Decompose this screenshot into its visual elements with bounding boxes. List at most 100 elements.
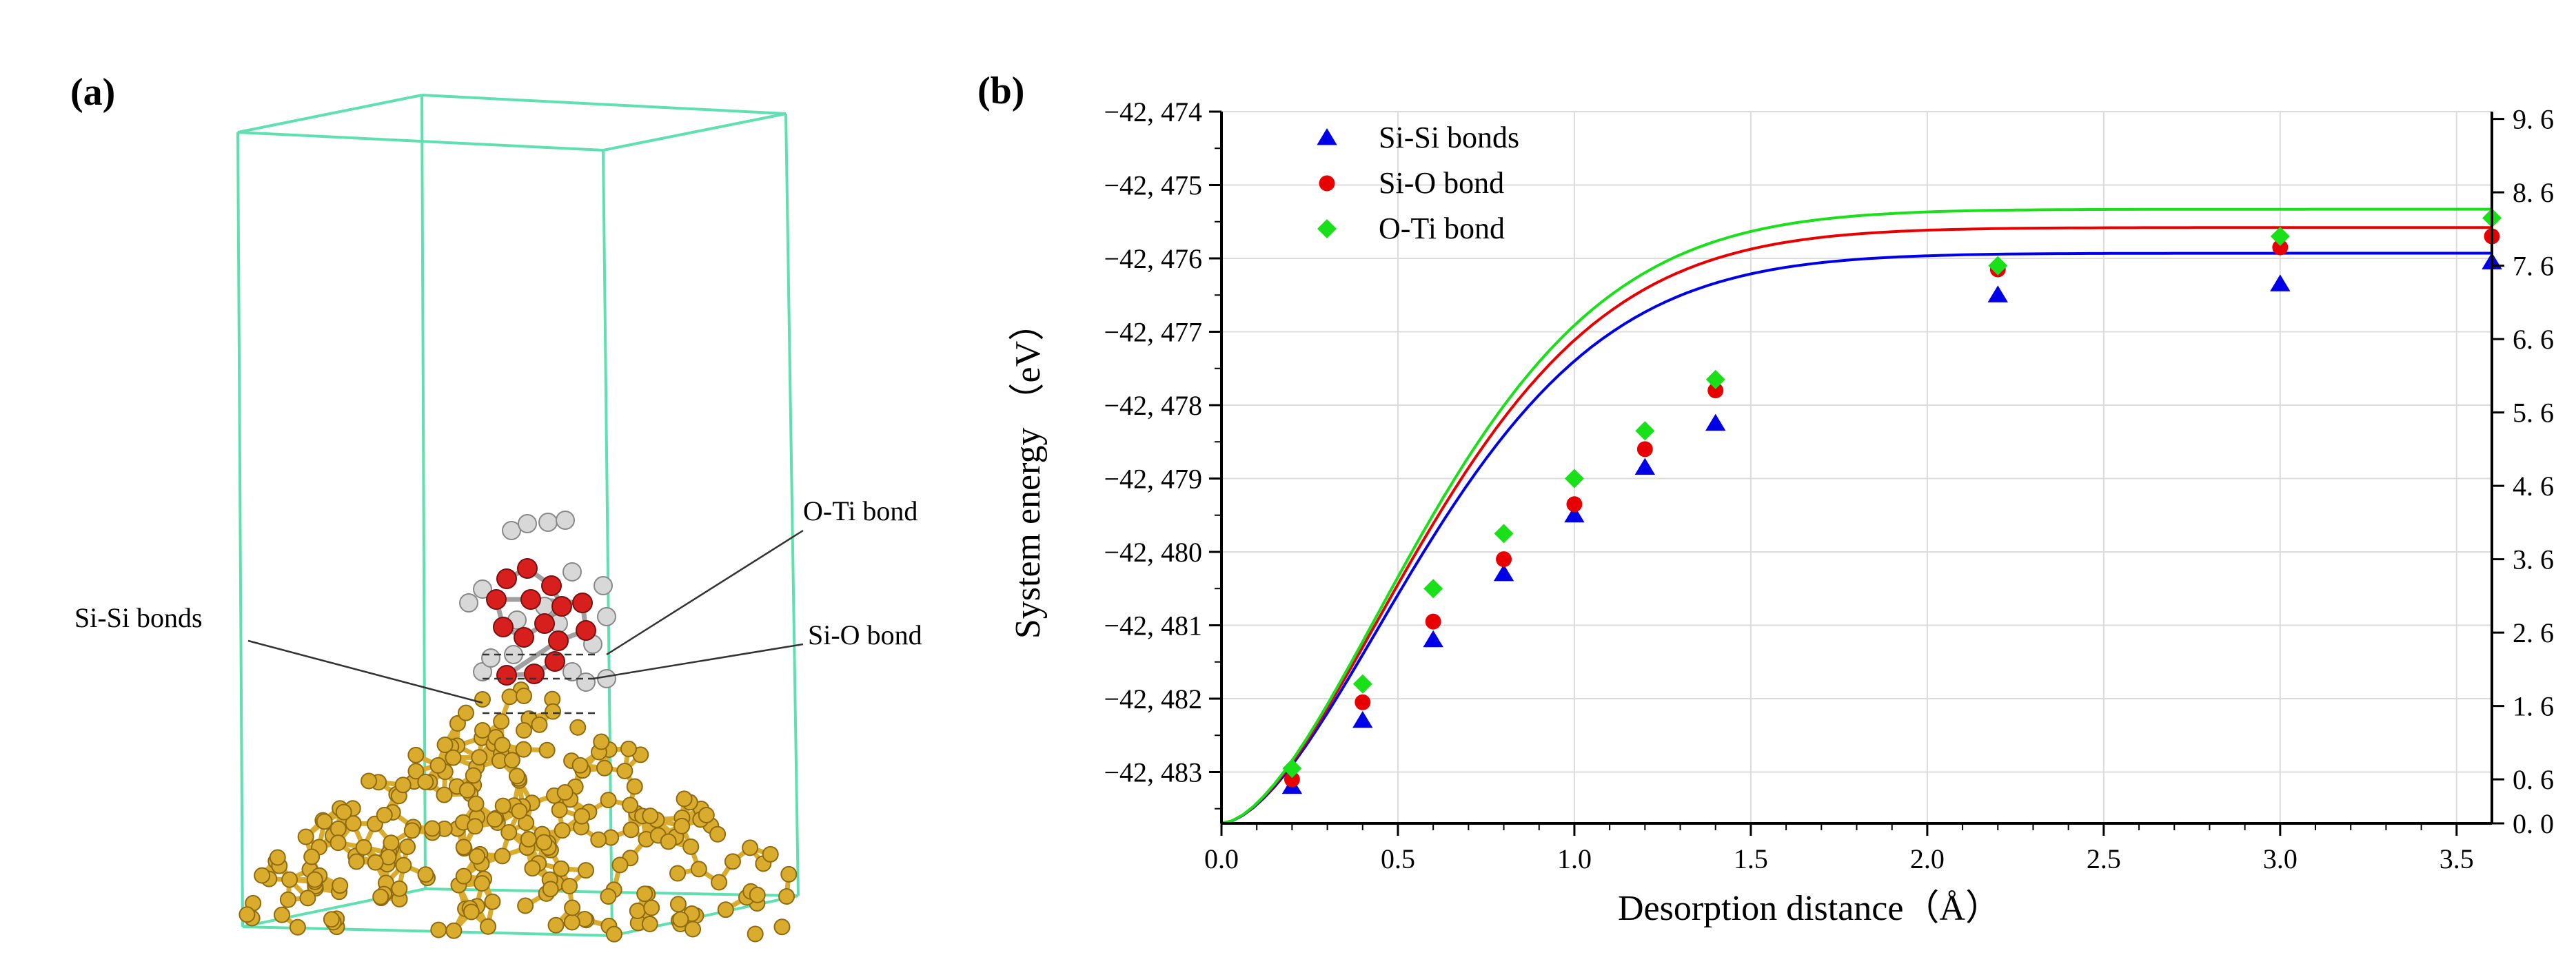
gold-atom bbox=[516, 722, 532, 739]
adsorbed-molecule bbox=[459, 511, 616, 692]
gold-atom bbox=[642, 808, 659, 825]
gold-atom bbox=[316, 813, 333, 830]
gold-atom bbox=[773, 918, 791, 936]
gold-atom bbox=[480, 918, 497, 935]
panel-b-label: (b) bbox=[977, 70, 1024, 112]
box-edge bbox=[784, 113, 800, 896]
data-point-si-si-bonds bbox=[1564, 505, 1585, 523]
gold-atom bbox=[574, 808, 591, 825]
x-tick-label: 2.5 bbox=[2087, 843, 2121, 874]
data-point-si-si-bonds bbox=[1352, 710, 1373, 728]
oxygen-atom bbox=[496, 665, 517, 686]
gold-atom bbox=[273, 906, 290, 923]
gold-atom bbox=[355, 839, 372, 856]
gold-atom bbox=[367, 854, 384, 871]
y-tick-label: −42, 474 bbox=[1104, 96, 1202, 127]
gold-atom bbox=[709, 825, 727, 843]
molecule-bond bbox=[505, 639, 560, 677]
gold-atom bbox=[455, 839, 472, 856]
gold-atom bbox=[545, 703, 562, 720]
oxygen-atom bbox=[486, 589, 507, 610]
gold-atom bbox=[484, 893, 501, 910]
gold-atom bbox=[289, 918, 306, 936]
gold-atom bbox=[391, 880, 408, 897]
gold-atom bbox=[641, 916, 658, 933]
annotation-o-ti: O-Ti bond bbox=[803, 495, 917, 526]
gold-atom bbox=[323, 911, 340, 928]
gold-atom bbox=[684, 921, 702, 938]
oxygen-atom bbox=[514, 627, 534, 648]
x-tick-label: 0.5 bbox=[1381, 843, 1415, 874]
x-tick-label: 1.5 bbox=[1734, 843, 1768, 874]
legend-label-si-o-bond: Si-O bond bbox=[1379, 166, 1504, 200]
gold-atom bbox=[542, 881, 559, 898]
gold-atom bbox=[711, 874, 728, 891]
data-point-si-o-bond bbox=[1284, 771, 1300, 788]
gold-atom bbox=[520, 831, 537, 848]
gold-atom bbox=[399, 838, 416, 855]
gold-atom bbox=[394, 777, 412, 794]
data-point-si-o-bond bbox=[1566, 496, 1583, 513]
gold-atom bbox=[682, 838, 700, 855]
data-point-si-si-bonds bbox=[1634, 458, 1656, 475]
data-point-o-ti-bond bbox=[1494, 524, 1514, 544]
gold-atom bbox=[554, 822, 571, 839]
gold-atom bbox=[474, 691, 491, 708]
y2-tick-label: 4. 6 bbox=[2513, 471, 2554, 502]
legend-marker-o-ti-bond bbox=[1317, 219, 1337, 238]
gold-atom bbox=[717, 901, 734, 918]
gold-atom bbox=[611, 856, 629, 874]
oxygen-atom bbox=[517, 558, 538, 579]
y-tick-label: −42, 478 bbox=[1104, 390, 1202, 421]
y2-tick-label: 7. 6 bbox=[2513, 251, 2554, 282]
y-tick-label: −42, 480 bbox=[1104, 537, 1202, 568]
gold-atom bbox=[436, 737, 454, 754]
gold-atom bbox=[501, 688, 518, 706]
gold-atom bbox=[306, 871, 323, 888]
hydrogen-atom bbox=[538, 513, 558, 532]
y-axis-label: System energy （eV） bbox=[1008, 305, 1048, 639]
hydrogen-atom bbox=[562, 562, 582, 582]
gold-atom bbox=[538, 741, 556, 759]
y-tick-label: −42, 483 bbox=[1104, 757, 1202, 788]
x-axis-label: Desorption distance（Å） bbox=[1618, 889, 2001, 928]
data-point-si-si-bonds bbox=[1493, 564, 1514, 582]
gold-atom bbox=[417, 773, 434, 790]
gold-atom bbox=[500, 824, 518, 841]
gold-atom bbox=[593, 733, 610, 750]
gold-atom bbox=[669, 865, 687, 882]
x-axis-ticks: 0.0 0.5 1.0 1.5 2.0 2.5 3.0 3.5 bbox=[1204, 823, 2474, 874]
data-point-si-o-bond bbox=[2272, 239, 2289, 256]
gold-atom bbox=[494, 737, 511, 754]
hydrogen-atom bbox=[473, 579, 492, 599]
gold-atom bbox=[465, 767, 482, 784]
gold-substrate-cluster bbox=[239, 681, 798, 943]
oxygen-atom bbox=[496, 568, 517, 589]
y-tick-label: −42, 476 bbox=[1104, 243, 1202, 274]
y-tick-label: −42, 475 bbox=[1104, 169, 1202, 201]
legend-label-si-si-bonds: Si-Si bonds bbox=[1379, 121, 1519, 154]
legend-marker-si-si-bonds bbox=[1317, 128, 1337, 145]
gold-atom bbox=[569, 719, 587, 736]
oxygen-atom bbox=[541, 575, 562, 596]
gold-atom bbox=[676, 790, 693, 808]
gold-atom bbox=[643, 899, 660, 916]
gold-atom bbox=[780, 865, 798, 883]
hydrogen-atom bbox=[459, 593, 478, 613]
gold-atom bbox=[458, 781, 476, 799]
oxygen-atom bbox=[551, 596, 572, 617]
x-tick-label: 2.0 bbox=[1910, 843, 1945, 874]
gold-atom bbox=[445, 922, 463, 939]
hydrogen-atom bbox=[556, 511, 575, 530]
fit-curve-si-si-bonds bbox=[1221, 251, 2492, 825]
gold-atom bbox=[690, 861, 707, 878]
gold-atom bbox=[471, 749, 488, 766]
data-point-si-o-bond bbox=[1636, 441, 1653, 458]
gold-atom bbox=[494, 797, 511, 814]
gold-atom bbox=[335, 803, 352, 821]
x-tick-label: 3.0 bbox=[2263, 843, 2298, 874]
gold-atom bbox=[474, 875, 491, 892]
data-point-o-ti-bond bbox=[2270, 227, 2290, 247]
y-axis-ticks: −42, 474 −42, 475 −42, 476 −42, 477 −42, 478… bbox=[1104, 96, 1221, 810]
y2-tick-label: 1. 6 bbox=[2513, 691, 2554, 722]
